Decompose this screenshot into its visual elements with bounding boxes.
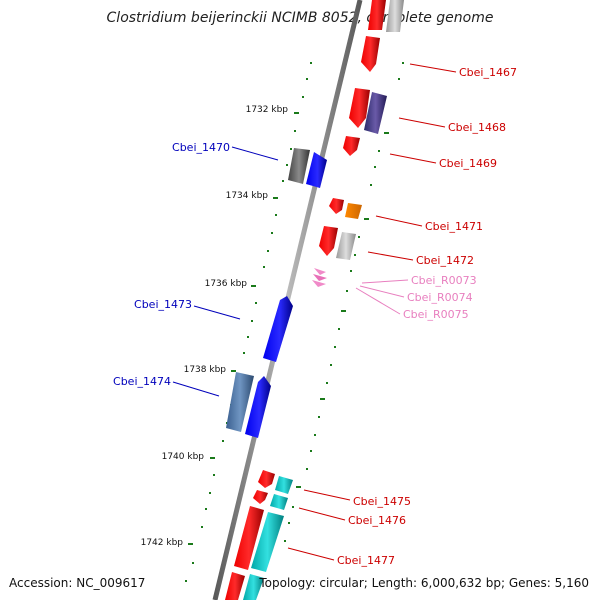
gene-feature-cbei-r0074 xyxy=(313,274,327,281)
gene-feature-cbei-1470-grey xyxy=(288,148,310,184)
gene-feature-cbei-1476b xyxy=(270,494,288,510)
gene-feature-partial xyxy=(225,572,245,600)
kbp-label: 1742 kbp xyxy=(141,538,184,548)
gene-feature-cbei-1477b xyxy=(251,512,284,572)
left-tick-track xyxy=(185,62,312,582)
gene-features xyxy=(225,0,404,600)
gene-label-cbei-r0074[interactable]: Cbei_R0074 xyxy=(407,291,473,304)
major-tick xyxy=(251,285,256,287)
gene-label-cbei-1476[interactable]: Cbei_1476 xyxy=(348,514,406,527)
major-tick xyxy=(188,543,193,545)
major-tick xyxy=(364,218,369,220)
leader-cbei-1469 xyxy=(389,153,437,164)
major-tick xyxy=(273,197,278,199)
kbp-label: 1740 kbp xyxy=(162,452,205,462)
gene-label-cbei-1477[interactable]: Cbei_1477 xyxy=(337,554,395,567)
gene-feature-cbei-1472b xyxy=(336,232,356,260)
topology-text: Topology: circular; Length: 6,000,632 bp… xyxy=(258,576,589,590)
gene-feature-cbei-1469 xyxy=(343,136,360,156)
leader-cbei-r0075 xyxy=(355,287,401,315)
gene-feature-cbei-1473 xyxy=(263,296,293,362)
leader-cbei-1477 xyxy=(287,547,335,561)
leader-cbei-1472 xyxy=(367,251,414,261)
major-tick xyxy=(320,398,325,400)
map-title: Clostridium beijerinckii NCIMB 8052, com… xyxy=(107,10,494,26)
major-tick xyxy=(341,310,346,312)
leader-cbei-1471 xyxy=(375,215,423,227)
gene-feature-cbei-1474-steel xyxy=(226,372,254,432)
gene-label-cbei-1472[interactable]: Cbei_1472 xyxy=(416,254,474,267)
major-tick xyxy=(294,112,299,114)
gene-feature-cbei-1471b xyxy=(345,203,362,219)
kbp-label: 1738 kbp xyxy=(184,365,227,375)
gene-label-cbei-1470[interactable]: Cbei_1470 xyxy=(172,141,230,154)
label-leader-lines xyxy=(172,63,457,561)
gene-feature-cbei-1470 xyxy=(306,152,327,188)
gene-feature-cbei-1472 xyxy=(319,226,338,256)
major-tick xyxy=(231,370,236,372)
leader-cbei-1475 xyxy=(303,489,351,501)
gene-feature-cbei-1468b xyxy=(364,92,387,134)
gene-feature-partial xyxy=(368,0,386,30)
gene-feature-cbei-1474 xyxy=(245,376,271,438)
gene-label-cbei-1474[interactable]: Cbei_1474 xyxy=(113,375,171,388)
leader-cbei-1474 xyxy=(172,381,220,397)
kbp-label: 1732 kbp xyxy=(246,105,289,115)
gene-feature-cbei-1471 xyxy=(329,198,344,214)
major-tick xyxy=(296,486,301,488)
leader-cbei-1468 xyxy=(398,117,446,128)
kbp-label: 1734 kbp xyxy=(226,191,269,201)
leader-cbei-1470 xyxy=(231,146,279,161)
gene-label-cbei-1473[interactable]: Cbei_1473 xyxy=(134,298,192,311)
gene-label-cbei-1467[interactable]: Cbei_1467 xyxy=(459,66,517,79)
gene-label-cbei-r0073[interactable]: Cbei_R0073 xyxy=(411,274,477,287)
major-tick xyxy=(384,132,389,134)
gene-label-cbei-1468[interactable]: Cbei_1468 xyxy=(448,121,506,134)
major-tick xyxy=(210,457,215,459)
gene-feature-cbei-r0075 xyxy=(312,280,326,287)
gene-label-cbei-r0075[interactable]: Cbei_R0075 xyxy=(403,308,469,321)
gene-feature-cbei-1467 xyxy=(361,36,380,72)
gene-feature-cbei-1468 xyxy=(349,88,370,128)
leader-cbei-1473 xyxy=(193,305,241,320)
accession-text: Accession: NC_009617 xyxy=(9,576,145,590)
gene-feature-partial xyxy=(243,574,264,600)
gene-feature-cbei-1475b xyxy=(275,476,293,494)
gene-feature-cbei-r0073 xyxy=(314,268,326,275)
gene-label-cbei-1469[interactable]: Cbei_1469 xyxy=(439,157,497,170)
leader-cbei-1476 xyxy=(298,507,346,521)
gene-feature-cbei-1475 xyxy=(258,470,275,488)
leader-cbei-r0074 xyxy=(359,285,405,298)
gene-feature-partial xyxy=(386,0,404,32)
gene-feature-cbei-1477 xyxy=(234,506,264,570)
gene-feature-cbei-1476 xyxy=(253,490,268,504)
gene-label-cbei-1475[interactable]: Cbei_1475 xyxy=(353,495,411,508)
leader-cbei-r0073 xyxy=(361,279,409,284)
right-tick-track xyxy=(284,62,404,542)
kbp-label: 1736 kbp xyxy=(205,279,248,289)
gene-label-cbei-1471[interactable]: Cbei_1471 xyxy=(425,220,483,233)
leader-cbei-1467 xyxy=(409,63,457,73)
